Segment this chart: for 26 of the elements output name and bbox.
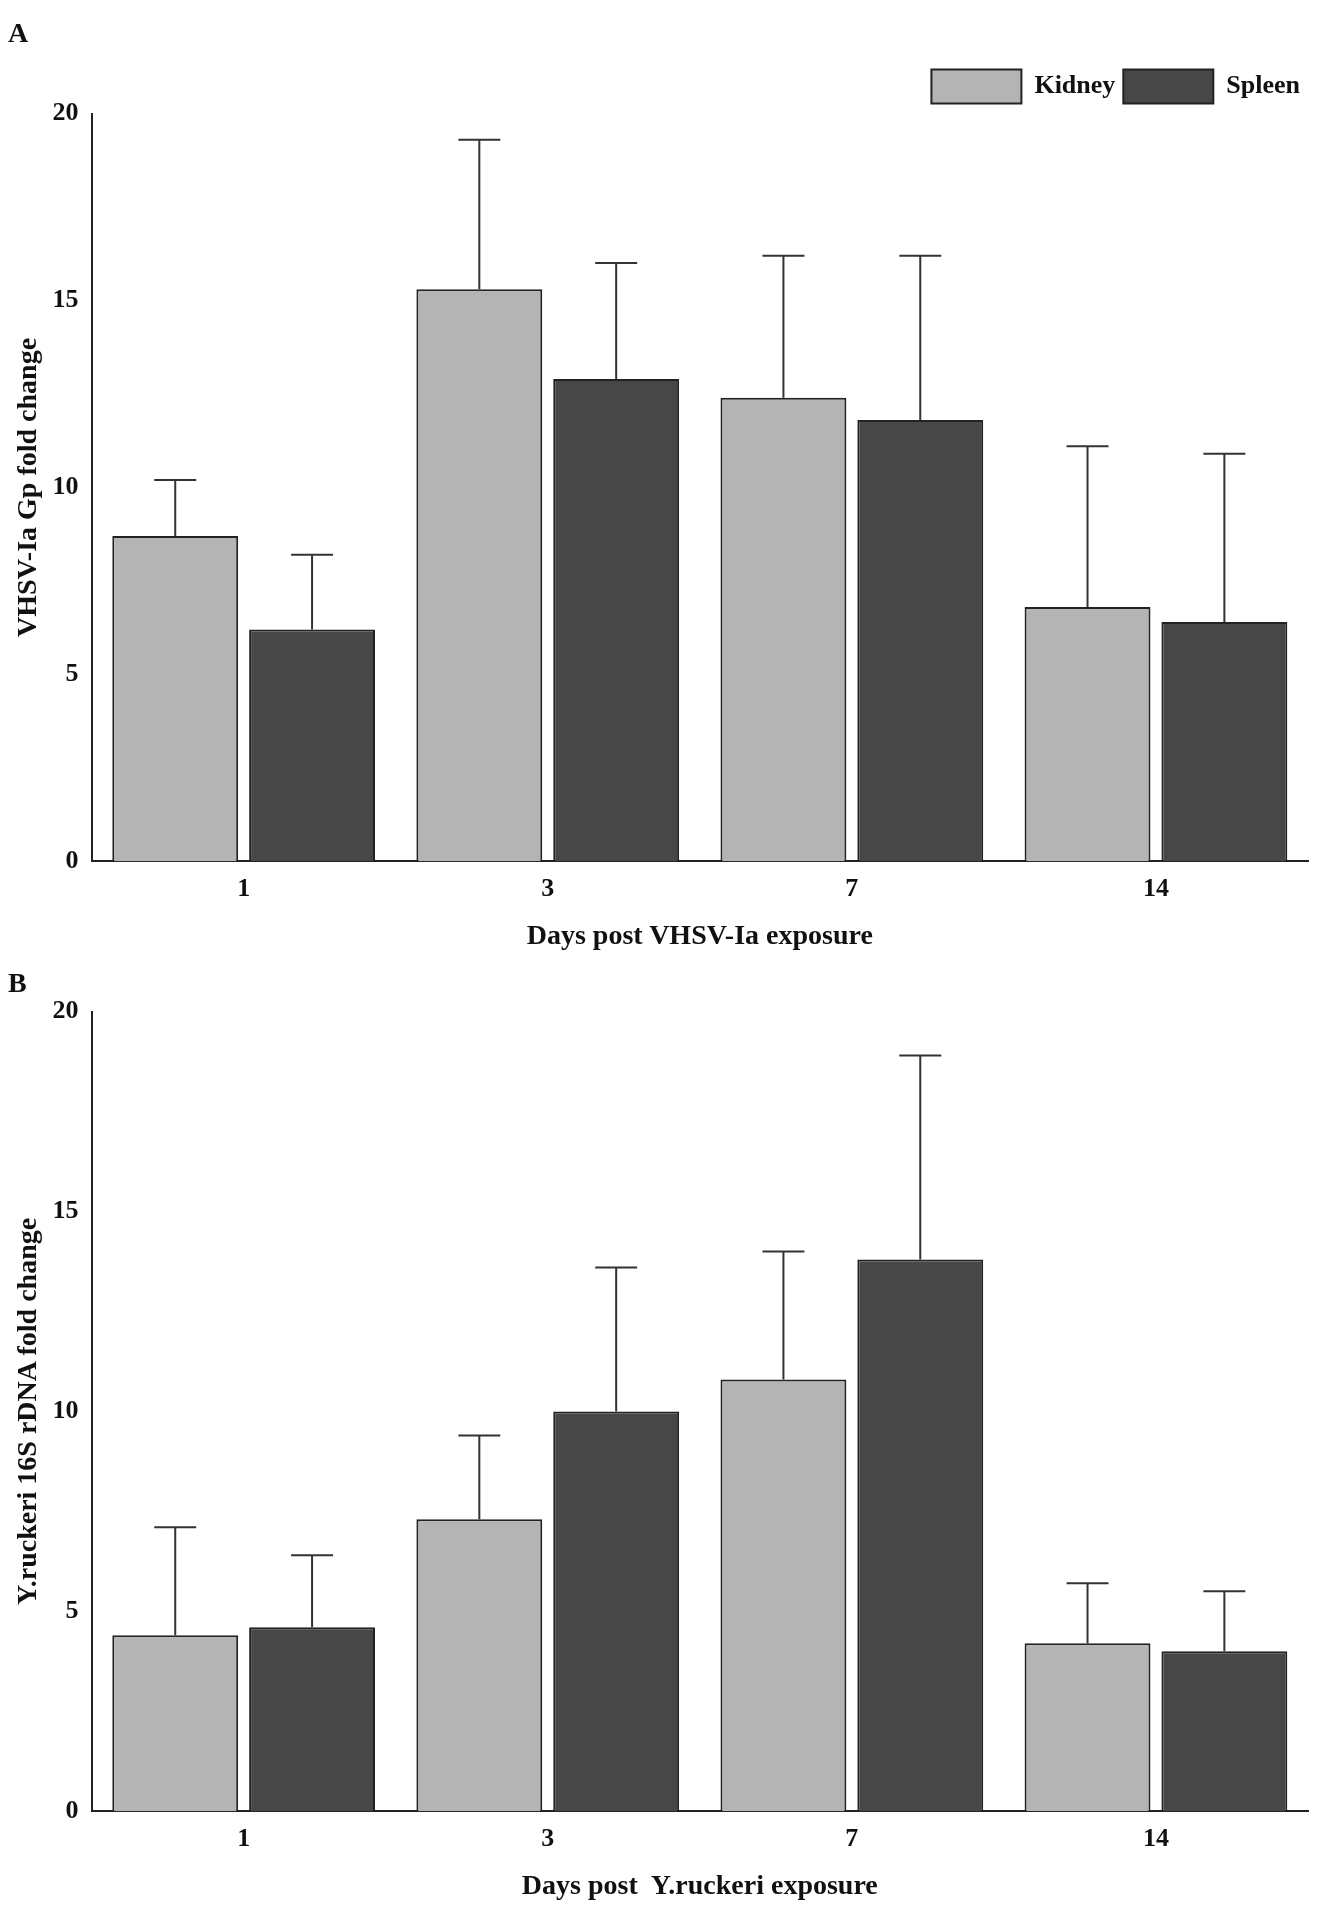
x-tick-label: 1 [237,872,251,902]
x-axis-title: Days post Y.ruckeri exposure [521,1869,878,1901]
x-tick-label: 3 [541,872,555,902]
y-tick-label: 20 [52,97,79,127]
y-axis-title: VHSV-Ia Gp fold change [11,337,43,637]
x-axis-title: Days post VHSV-Ia exposure [526,919,873,951]
y-tick-label: 15 [52,284,79,314]
x-tick-label: 3 [541,1822,555,1852]
y-axis-title: Y.ruckeri 16S rDNA fold change [11,1217,43,1605]
x-tick-label: 7 [845,1822,859,1852]
y-tick-label: 0 [65,844,79,874]
y-tick-label: 15 [52,1195,79,1225]
x-tick-label: 7 [845,872,859,902]
chart-title: B [8,967,27,999]
y-tick-label: 5 [65,658,79,688]
y-tick-label: 10 [52,471,79,501]
legend-label: Kidney [1034,70,1116,100]
y-tick-label: 5 [65,1595,79,1625]
x-tick-label: 14 [1142,1822,1169,1852]
x-tick-label: 14 [1142,872,1169,902]
y-tick-label: 0 [65,1794,79,1824]
chart-title: A [8,17,29,49]
x-tick-label: 1 [237,1822,251,1852]
y-tick-label: 20 [52,995,79,1025]
y-tick-label: 10 [52,1395,79,1425]
legend-label: Spleen [1226,70,1301,100]
